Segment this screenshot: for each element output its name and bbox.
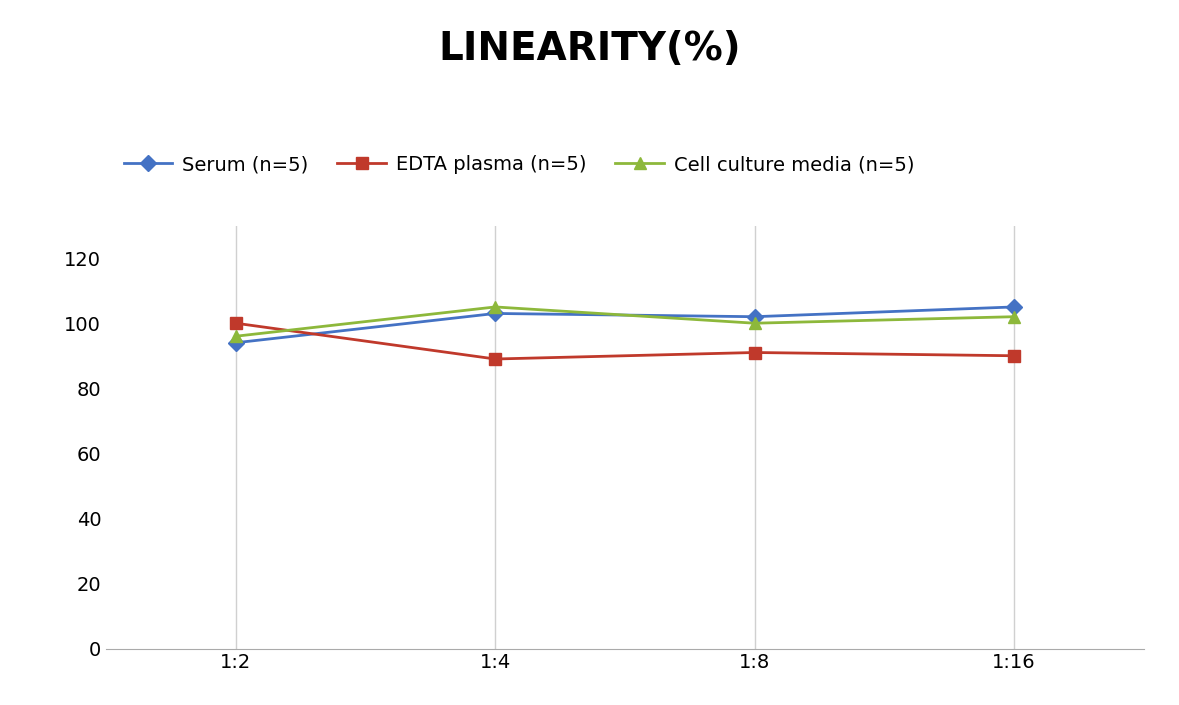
- Serum (n=5): [488, 309, 502, 318]
- Cell culture media (n=5): [1007, 312, 1021, 321]
- Line: Cell culture media (n=5): Cell culture media (n=5): [230, 301, 1020, 343]
- Serum (n=5): [1007, 302, 1021, 311]
- Serum (n=5): [747, 312, 762, 321]
- Cell culture media (n=5): [747, 319, 762, 327]
- Cell culture media (n=5): [488, 302, 502, 311]
- EDTA plasma (n=5): [229, 319, 243, 327]
- Line: EDTA plasma (n=5): EDTA plasma (n=5): [230, 318, 1020, 364]
- Serum (n=5): [229, 338, 243, 347]
- Legend: Serum (n=5), EDTA plasma (n=5), Cell culture media (n=5): Serum (n=5), EDTA plasma (n=5), Cell cul…: [116, 147, 922, 182]
- Line: Serum (n=5): Serum (n=5): [230, 302, 1020, 348]
- EDTA plasma (n=5): [1007, 352, 1021, 360]
- EDTA plasma (n=5): [747, 348, 762, 357]
- Cell culture media (n=5): [229, 332, 243, 341]
- EDTA plasma (n=5): [488, 355, 502, 363]
- Text: LINEARITY(%): LINEARITY(%): [439, 30, 740, 68]
